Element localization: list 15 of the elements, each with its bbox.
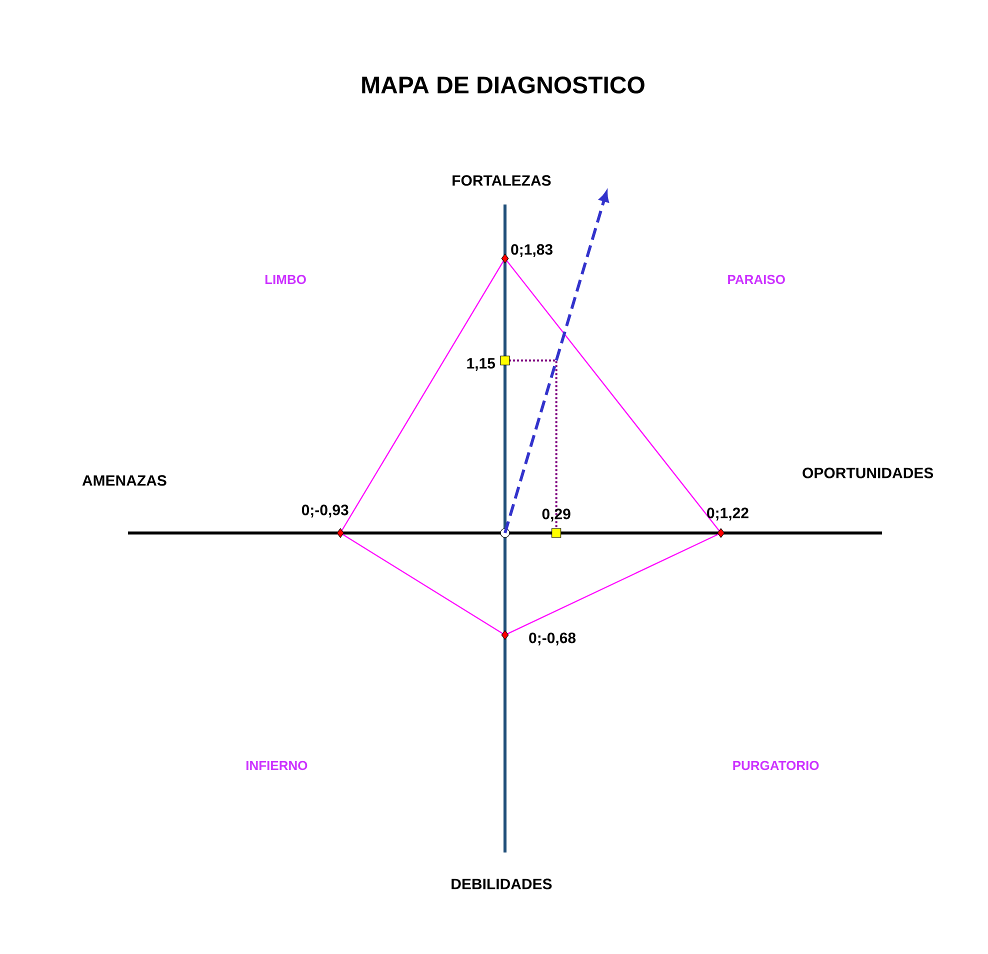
category-label: DEBILIDADES xyxy=(452,878,552,890)
data-label: 1,15 xyxy=(467,358,496,371)
text: LIMBO xyxy=(265,274,306,284)
data-label: 0;1,22 xyxy=(707,508,748,520)
category-label: AMENAZAS xyxy=(82,475,166,486)
category-label: FORTALEZAS xyxy=(452,175,551,186)
text: INFIERNO xyxy=(246,760,308,770)
data-label: 0;1,83 xyxy=(511,244,553,257)
data-label: 0;-0,93 xyxy=(302,504,348,518)
text: PURGATORIO xyxy=(733,760,819,770)
text: PARAISO xyxy=(728,274,785,284)
text: MAPA DE DIAGNOSTICO xyxy=(362,76,644,94)
category-label: OPORTUNIDADES xyxy=(802,468,934,478)
data-label: 0;-0,68 xyxy=(529,632,576,646)
data-label: 0,29 xyxy=(542,508,570,522)
